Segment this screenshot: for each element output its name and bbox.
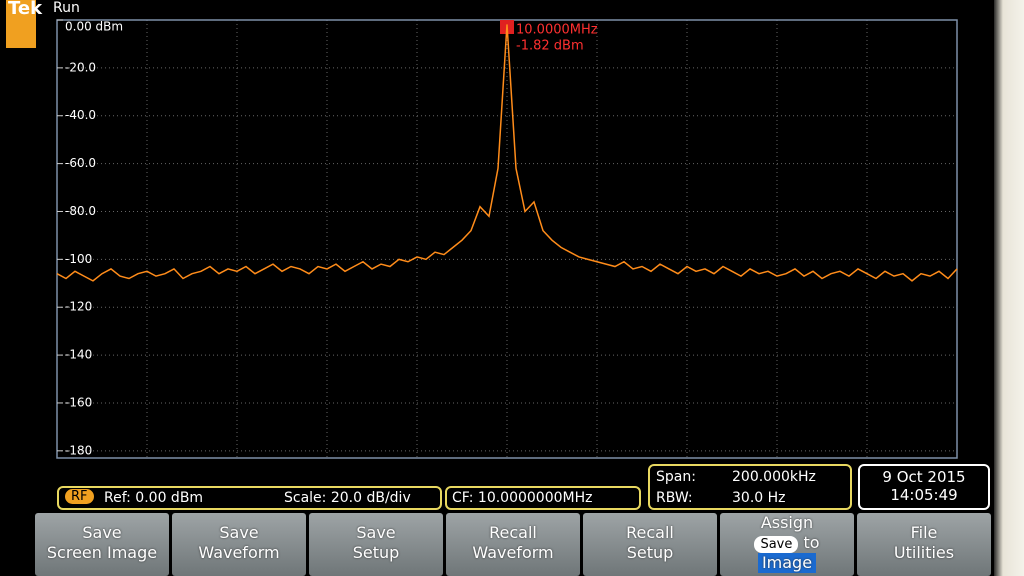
button-label: Waveform bbox=[198, 543, 280, 562]
marker-frequency: 10.0000MHz bbox=[516, 23, 598, 38]
date: 9 Oct 2015 bbox=[882, 468, 966, 486]
y-tick-label: -140 bbox=[65, 348, 92, 362]
spectrum-plot: 10.0000MHz -1.82 dBm 0.00 dBm -20.0 -40.0 -… bbox=[56, 19, 958, 459]
menu-button[interactable]: Recall Waveform bbox=[446, 513, 580, 576]
span-rbw-box: Span: 200.000kHz RBW: 30.0 Hz bbox=[648, 464, 852, 510]
center-frequency-box: CF: 10.0000000MHz bbox=[445, 486, 641, 510]
y-tick-label: -100 bbox=[65, 252, 92, 266]
y-tick-label: -180 bbox=[65, 443, 92, 457]
menu-button[interactable]: Assign Save to Image bbox=[720, 513, 854, 576]
button-label: Utilities bbox=[893, 543, 955, 562]
button-label: Save bbox=[219, 523, 259, 542]
run-status: Run bbox=[53, 0, 80, 16]
y-tick-label: -80.0 bbox=[65, 204, 96, 218]
menu-button[interactable]: Save Setup bbox=[309, 513, 443, 576]
button-label: File bbox=[910, 523, 938, 542]
marker-amplitude: -1.82 dBm bbox=[516, 39, 584, 54]
scale: Scale: 20.0 dB/div bbox=[284, 490, 411, 506]
menu-button[interactable]: File Utilities bbox=[857, 513, 991, 576]
ref-scale-box: RF Ref: 0.00 dBm Scale: 20.0 dB/div bbox=[57, 486, 442, 510]
button-label: Assign bbox=[760, 513, 814, 532]
menu-button[interactable]: Save Waveform bbox=[172, 513, 306, 576]
button-option-selected: Image bbox=[757, 553, 817, 573]
date-time-box: 9 Oct 2015 14:05:49 bbox=[858, 464, 990, 510]
button-label: Waveform bbox=[472, 543, 554, 562]
button-label: Setup bbox=[626, 543, 674, 562]
logo-badge bbox=[6, 0, 36, 48]
menu-button[interactable]: Save Screen Image bbox=[35, 513, 169, 576]
button-label: Recall bbox=[489, 523, 537, 542]
y-tick-label: -20.0 bbox=[65, 60, 96, 74]
button-label: Screen Image bbox=[46, 543, 158, 562]
button-label: Save bbox=[82, 523, 122, 542]
span-label: Span: bbox=[656, 469, 696, 485]
button-label: Save bbox=[356, 523, 396, 542]
rbw-label: RBW: bbox=[656, 490, 693, 506]
rbw-value: 30.0 Hz bbox=[732, 490, 786, 506]
button-label: Recall bbox=[626, 523, 674, 542]
reference-level: Ref: 0.00 dBm bbox=[104, 490, 204, 506]
y-tick-label: -60.0 bbox=[65, 156, 96, 170]
button-label: Setup bbox=[352, 543, 400, 562]
button-option: Save bbox=[754, 536, 799, 553]
y-tick-label: 0.00 dBm bbox=[65, 20, 123, 34]
time: 14:05:49 bbox=[890, 486, 958, 504]
rf-badge: RF bbox=[65, 489, 94, 504]
center-frequency: CF: 10.0000000MHz bbox=[452, 490, 593, 506]
brand: Tek bbox=[8, 0, 43, 19]
menu-button[interactable]: Recall Setup bbox=[583, 513, 717, 576]
y-tick-label: -40.0 bbox=[65, 108, 96, 122]
spectrum-trace bbox=[56, 24, 958, 282]
bezel bbox=[994, 0, 1024, 576]
span-value: 200.000kHz bbox=[732, 469, 816, 485]
button-label: to bbox=[803, 533, 820, 552]
y-tick-label: -120 bbox=[65, 300, 92, 314]
y-tick-label: -160 bbox=[65, 395, 92, 409]
